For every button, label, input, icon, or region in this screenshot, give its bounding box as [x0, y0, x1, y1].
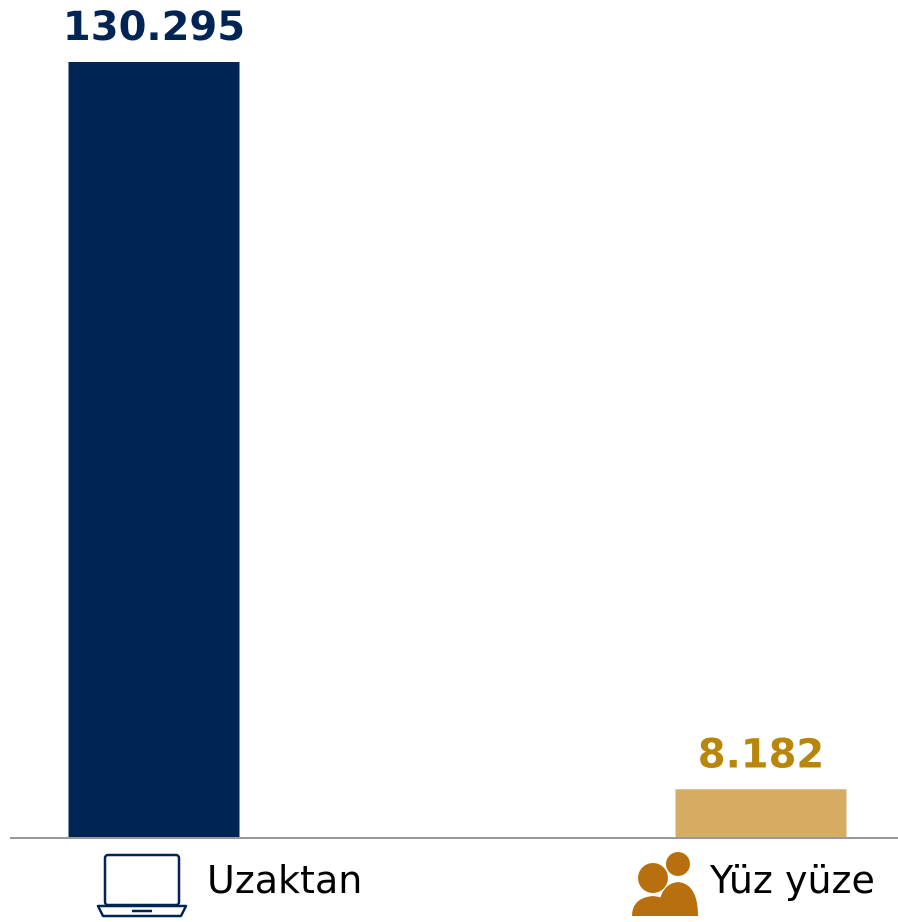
bar-uzaktan	[68, 62, 240, 838]
value-label-uzaktan: 130.295	[63, 4, 245, 50]
category-label-yuz-yuze: Yüz yüze	[709, 858, 875, 902]
bar-yuz-yuze	[675, 789, 847, 838]
bars-group	[68, 62, 847, 838]
laptop-icon	[96, 853, 188, 918]
category-uzaktan: Uzaktan	[96, 853, 362, 918]
category-label-uzaktan: Uzaktan	[207, 858, 362, 902]
value-label-yuz-yuze: 8.182	[698, 731, 825, 777]
value-labels-group: 130.295 8.182	[63, 4, 824, 777]
users-icon	[632, 852, 698, 916]
category-yuz-yuze: Yüz yüze	[632, 852, 875, 916]
